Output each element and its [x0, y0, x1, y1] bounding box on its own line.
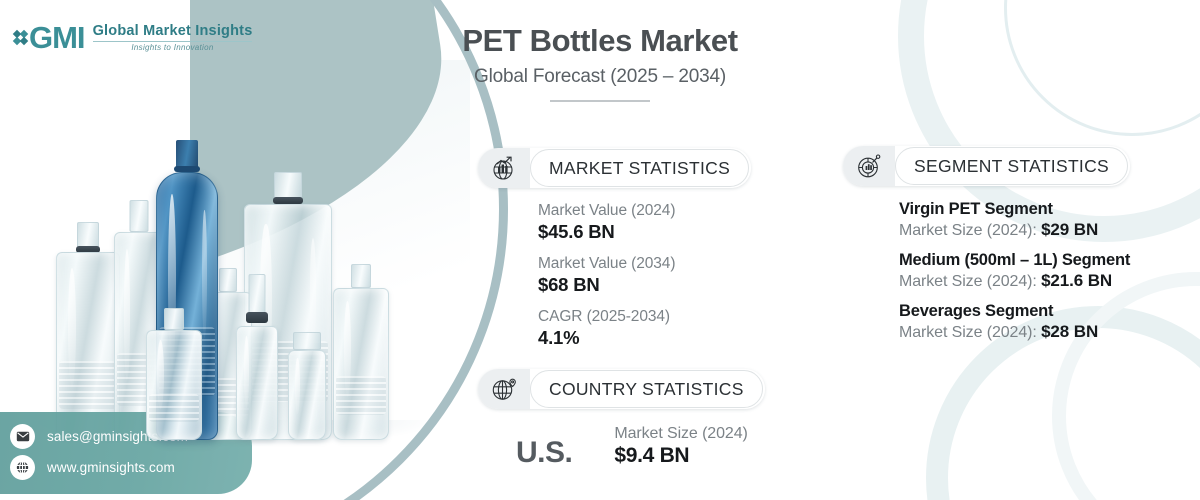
contact-website: www.gminsights.com: [47, 460, 175, 475]
market-statistics-header: MARKET STATISTICS: [478, 148, 752, 188]
market-stat-value: $68 BN: [538, 274, 600, 295]
segment-size-line: Market Size (2024): $29 BN: [899, 220, 1130, 240]
logo-company-name: Global Market Insights: [92, 22, 253, 39]
bottle-clear-1: [56, 222, 120, 440]
market-stat-row: CAGR (2025-2034) 4.1%: [538, 308, 751, 349]
market-stat-value: $45.6 BN: [538, 221, 615, 242]
segment-name: Medium (500ml – 1L) Segment: [899, 251, 1131, 269]
segment-statistics-rows: Virgin PET Segment Market Size (2024): $…: [843, 200, 1130, 342]
country-statistics-label: COUNTRY STATISTICS: [530, 370, 763, 408]
contact-email-row[interactable]: sales@gminsights.com: [0, 421, 252, 452]
bottle-clear-3: [146, 308, 202, 440]
segment-size-line: Market Size (2024): $28 BN: [899, 322, 1130, 342]
globe-icon: [10, 455, 35, 480]
segment-size-value: $29 BN: [1041, 220, 1099, 239]
market-stat-row: Market Value (2034) $68 BN: [538, 255, 751, 296]
logo-wordmark: Global Market Insights Insights to Innov…: [92, 22, 253, 53]
market-stat-label: Market Value (2034): [538, 255, 676, 272]
logo-divider: [92, 41, 253, 43]
pie-chart-target-icon: [843, 146, 895, 186]
envelope-icon: [10, 424, 35, 449]
country-statistics-panel: COUNTRY STATISTICS U.S. Market Size (202…: [478, 369, 765, 468]
segment-row: Medium (500ml – 1L) Segment Market Size …: [899, 251, 1130, 291]
header-divider: [550, 99, 650, 102]
pet-bottles-image: [28, 110, 448, 446]
market-stat-value: 4.1%: [538, 327, 580, 348]
country-size-value: $9.4 BN: [614, 444, 690, 467]
segment-statistics-label: SEGMENT STATISTICS: [895, 147, 1129, 185]
brand-logo: GMI Global Market Insights Insights to I…: [12, 20, 253, 55]
country-size-label: Market Size (2024): [614, 425, 748, 442]
page-subtitle: Global Forecast (2025 – 2034): [474, 65, 726, 87]
segment-size-line: Market Size (2024): $21.6 BN: [899, 271, 1130, 291]
logo-tagline: Insights to Innovation: [131, 43, 214, 53]
bottle-clear-right: [333, 264, 389, 440]
globe-pin-icon: [478, 369, 530, 409]
bottle-dark-cap: [236, 274, 278, 440]
segment-size-value: $21.6 BN: [1041, 271, 1113, 290]
segment-size-value: $28 BN: [1041, 322, 1099, 341]
segment-size-label: Market Size (2024):: [899, 324, 1037, 341]
diamond-cluster-icon: [12, 29, 29, 46]
top-right-arc-thin: [1004, 0, 1200, 136]
market-statistics-label: MARKET STATISTICS: [530, 149, 750, 187]
market-stat-label: CAGR (2025-2034): [538, 308, 670, 325]
segment-statistics-header: SEGMENT STATISTICS: [843, 146, 1131, 186]
segment-row: Beverages Segment Market Size (2024): $2…: [899, 302, 1130, 342]
segment-name: Virgin PET Segment: [899, 200, 1053, 218]
bottle-small-jar: [288, 332, 326, 440]
logo-mark: GMI: [12, 20, 86, 55]
market-stat-row: Market Value (2024) $45.6 BN: [538, 202, 751, 243]
segment-statistics-panel: SEGMENT STATISTICS Virgin PET Segment Ma…: [843, 146, 1130, 353]
page-title: PET Bottles Market: [462, 23, 738, 58]
market-statistics-panel: MARKET STATISTICS Market Value (2024) $4…: [478, 148, 752, 361]
segment-size-label: Market Size (2024):: [899, 222, 1037, 239]
globe-bar-chart-icon: [478, 148, 530, 188]
country-statistics-row: U.S. Market Size (2024) $9.4 BN: [478, 425, 765, 468]
country-name: U.S.: [516, 436, 573, 469]
segment-row: Virgin PET Segment Market Size (2024): $…: [899, 200, 1130, 240]
header: PET Bottles Market Global Forecast (2025…: [360, 23, 840, 102]
market-stat-label: Market Value (2024): [538, 202, 676, 219]
market-statistics-rows: Market Value (2024) $45.6 BN Market Valu…: [478, 202, 751, 349]
logo-initials: GMI: [29, 20, 86, 55]
segment-name: Beverages Segment: [899, 302, 1054, 320]
segment-size-label: Market Size (2024):: [899, 273, 1037, 290]
country-value-block: Market Size (2024) $9.4 BN: [614, 425, 747, 468]
country-statistics-header: COUNTRY STATISTICS: [478, 369, 765, 409]
contact-website-row[interactable]: www.gminsights.com: [0, 452, 252, 483]
